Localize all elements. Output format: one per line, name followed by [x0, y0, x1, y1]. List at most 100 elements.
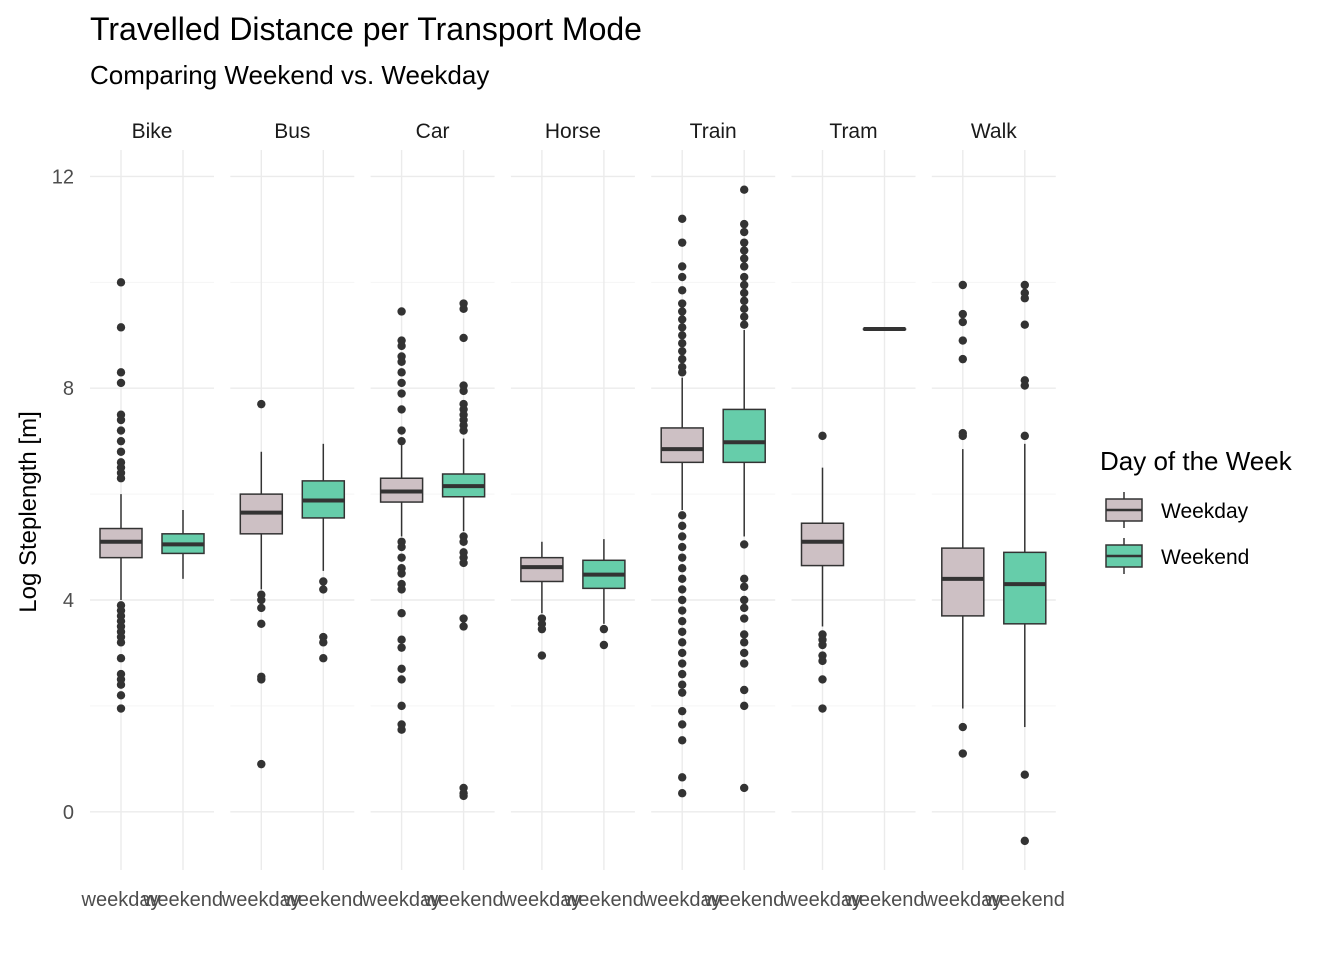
outlier-point — [257, 595, 266, 605]
outlier-point — [678, 272, 687, 282]
outlier-point — [678, 339, 687, 348]
outlier-point — [319, 654, 328, 663]
outlier-point — [397, 725, 406, 734]
legend-key-weekend: Weekend — [1105, 538, 1249, 574]
outlier-point — [678, 627, 687, 636]
outlier-point — [116, 680, 126, 689]
outlier-point — [397, 307, 406, 316]
box-walk-weekend — [1003, 280, 1047, 846]
outlier-point — [599, 640, 609, 650]
outlier-point — [818, 704, 827, 713]
outlier-point — [678, 323, 687, 332]
outlier-point — [958, 317, 967, 327]
outlier-point — [1020, 320, 1029, 329]
box-bus-weekend — [301, 443, 346, 663]
box-iqr — [1003, 551, 1047, 625]
legend: Day of the Week Weekday Weekend — [1100, 446, 1293, 574]
outlier-point — [678, 354, 687, 364]
outlier-point — [740, 320, 749, 329]
outlier-point — [740, 659, 749, 668]
outlier-point — [319, 638, 328, 647]
outlier-point — [958, 336, 967, 345]
outlier-point — [818, 431, 827, 441]
outlier-point — [599, 624, 609, 634]
outlier-point — [740, 296, 749, 306]
outlier-point — [116, 378, 126, 388]
outlier-point — [740, 185, 749, 194]
legend-label: Weekend — [1161, 546, 1249, 569]
x-tick-label: weekday — [221, 889, 301, 911]
outlier-point — [678, 299, 687, 308]
outlier-point — [958, 749, 967, 758]
outlier-point — [678, 688, 687, 697]
x-tick-label: weekday — [782, 889, 862, 911]
outlier-point — [678, 532, 687, 541]
outlier-point — [397, 569, 406, 578]
outlier-point — [397, 643, 406, 652]
outlier-point — [678, 789, 687, 798]
outlier-point — [459, 426, 468, 435]
outlier-point — [1020, 431, 1029, 441]
legend-label: Weekday — [1161, 500, 1249, 523]
outlier-point — [116, 278, 126, 287]
outlier-point — [740, 614, 749, 623]
outlier-point — [459, 622, 468, 631]
outlier-point — [397, 701, 406, 711]
outlier-point — [818, 675, 827, 684]
box-iqr — [800, 522, 845, 567]
outlier-point — [116, 474, 126, 483]
outlier-point — [740, 603, 749, 613]
box-iqr — [941, 547, 985, 617]
outlier-point — [678, 564, 687, 573]
box-train-weekday — [660, 214, 704, 798]
outlier-point — [116, 415, 126, 425]
x-tick-label: weekend — [563, 889, 644, 911]
outlier-point — [740, 246, 749, 255]
box-tram-weekday — [800, 431, 845, 713]
y-tick-label: 0 — [63, 802, 74, 824]
outlier-point — [116, 368, 126, 377]
box-tram-weekend — [862, 326, 907, 331]
outlier-point — [459, 537, 468, 546]
y-tick-label: 12 — [52, 166, 74, 188]
outlier-point — [459, 791, 468, 801]
outlier-point — [740, 540, 749, 549]
box-iqr — [520, 556, 564, 583]
outlier-point — [678, 585, 687, 594]
outlier-point — [740, 288, 749, 298]
outlier-point — [397, 389, 406, 398]
outlier-point — [1020, 294, 1029, 303]
outlier-point — [397, 368, 406, 377]
outlier-point — [740, 272, 749, 282]
outlier-point — [116, 691, 126, 700]
outlier-point — [678, 606, 687, 615]
box-bus-weekday — [239, 399, 284, 769]
box-horse-weekday — [520, 541, 564, 660]
y-axis: 0 4 8 12 — [52, 166, 74, 823]
outlier-point — [740, 648, 749, 658]
outlier-point — [397, 675, 406, 684]
outlier-point — [740, 630, 749, 639]
chart-title: Travelled Distance per Transport Mode — [90, 11, 642, 47]
outlier-point — [678, 595, 687, 605]
outlier-point — [740, 701, 749, 711]
outlier-point — [537, 651, 547, 660]
outlier-point — [257, 399, 266, 409]
outlier-point — [257, 675, 266, 684]
outlier-point — [397, 436, 406, 446]
outlier-point — [740, 262, 749, 271]
x-tick-label: weekday — [642, 889, 722, 911]
outlier-point — [678, 706, 687, 716]
outlier-point — [116, 447, 126, 456]
box-car-weekday — [379, 307, 424, 734]
facet-strip-label: Horse — [545, 120, 601, 143]
box-car-weekend — [441, 299, 486, 801]
outlier-point — [678, 638, 687, 647]
outlier-point — [397, 378, 406, 388]
outlier-point — [678, 511, 687, 520]
outlier-point — [537, 624, 547, 634]
